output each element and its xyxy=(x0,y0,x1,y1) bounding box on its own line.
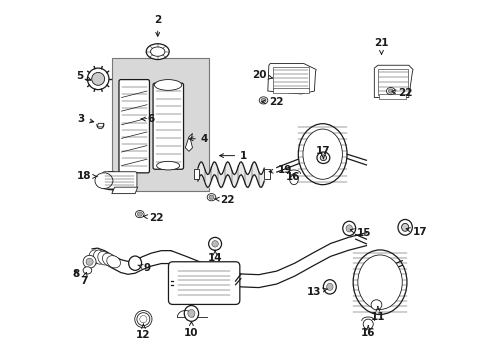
Ellipse shape xyxy=(187,310,195,318)
Ellipse shape xyxy=(102,253,115,266)
Text: 10: 10 xyxy=(184,322,198,338)
Ellipse shape xyxy=(93,250,105,264)
Ellipse shape xyxy=(83,267,92,274)
FancyBboxPatch shape xyxy=(168,262,239,305)
Bar xyxy=(273,88,308,93)
Ellipse shape xyxy=(208,195,214,199)
Text: 11: 11 xyxy=(370,306,385,322)
Bar xyxy=(264,168,269,179)
Polygon shape xyxy=(267,63,316,94)
Text: 4: 4 xyxy=(189,134,208,144)
Ellipse shape xyxy=(289,174,298,185)
Ellipse shape xyxy=(387,89,392,93)
Ellipse shape xyxy=(95,173,113,189)
Ellipse shape xyxy=(316,152,329,163)
Polygon shape xyxy=(185,134,192,151)
Ellipse shape xyxy=(352,250,406,315)
FancyBboxPatch shape xyxy=(102,172,137,189)
Ellipse shape xyxy=(259,97,267,104)
Ellipse shape xyxy=(150,47,164,56)
Ellipse shape xyxy=(211,240,218,247)
Ellipse shape xyxy=(83,255,96,268)
Text: 21: 21 xyxy=(373,38,388,54)
Text: 7: 7 xyxy=(80,273,87,286)
Ellipse shape xyxy=(323,280,336,294)
Ellipse shape xyxy=(363,319,372,329)
Ellipse shape xyxy=(326,283,332,291)
Bar xyxy=(378,94,405,99)
Text: 18: 18 xyxy=(76,171,97,181)
Text: 6: 6 xyxy=(141,114,154,124)
Ellipse shape xyxy=(100,172,122,190)
Text: 19: 19 xyxy=(268,165,291,175)
Text: 2: 2 xyxy=(154,15,161,36)
Text: 13: 13 xyxy=(306,287,326,297)
Ellipse shape xyxy=(86,258,93,265)
Text: 22: 22 xyxy=(214,195,234,205)
Text: 8: 8 xyxy=(72,269,80,279)
Ellipse shape xyxy=(135,211,144,218)
Ellipse shape xyxy=(98,251,110,265)
Text: 22: 22 xyxy=(261,97,283,107)
Text: 3: 3 xyxy=(78,114,94,124)
Ellipse shape xyxy=(397,220,411,235)
Bar xyxy=(193,168,199,179)
Text: 17: 17 xyxy=(406,227,426,237)
Ellipse shape xyxy=(140,316,147,323)
Text: 9: 9 xyxy=(138,263,150,273)
Text: 16: 16 xyxy=(285,172,300,182)
Bar xyxy=(377,69,407,95)
Text: 5: 5 xyxy=(76,71,91,81)
Ellipse shape xyxy=(303,129,342,179)
Ellipse shape xyxy=(154,80,182,90)
Polygon shape xyxy=(97,123,104,127)
Ellipse shape xyxy=(89,250,100,264)
Ellipse shape xyxy=(156,161,179,170)
Ellipse shape xyxy=(320,155,326,161)
Text: 22: 22 xyxy=(143,213,163,222)
Polygon shape xyxy=(373,65,412,98)
Ellipse shape xyxy=(357,255,402,310)
Text: 17: 17 xyxy=(315,145,330,158)
Polygon shape xyxy=(112,58,208,191)
Ellipse shape xyxy=(128,256,142,270)
Ellipse shape xyxy=(298,124,346,185)
Ellipse shape xyxy=(146,44,169,59)
Ellipse shape xyxy=(386,87,394,95)
Ellipse shape xyxy=(87,68,109,90)
Ellipse shape xyxy=(401,224,408,231)
Ellipse shape xyxy=(208,237,221,250)
Ellipse shape xyxy=(370,300,381,310)
FancyBboxPatch shape xyxy=(119,80,149,173)
Ellipse shape xyxy=(261,98,265,103)
Ellipse shape xyxy=(184,306,198,321)
Text: 15: 15 xyxy=(349,228,370,238)
Ellipse shape xyxy=(137,212,142,216)
Text: 12: 12 xyxy=(136,324,150,340)
Ellipse shape xyxy=(137,313,149,325)
Ellipse shape xyxy=(92,72,104,85)
Ellipse shape xyxy=(346,225,352,232)
Text: 20: 20 xyxy=(252,70,272,80)
FancyBboxPatch shape xyxy=(153,83,183,169)
Bar xyxy=(273,67,308,89)
Ellipse shape xyxy=(342,221,355,235)
Text: 22: 22 xyxy=(391,88,412,98)
Ellipse shape xyxy=(106,256,120,268)
Text: 1: 1 xyxy=(219,150,247,161)
Text: 14: 14 xyxy=(207,250,222,263)
Polygon shape xyxy=(112,187,137,194)
Text: 16: 16 xyxy=(360,326,375,338)
Ellipse shape xyxy=(207,194,215,201)
